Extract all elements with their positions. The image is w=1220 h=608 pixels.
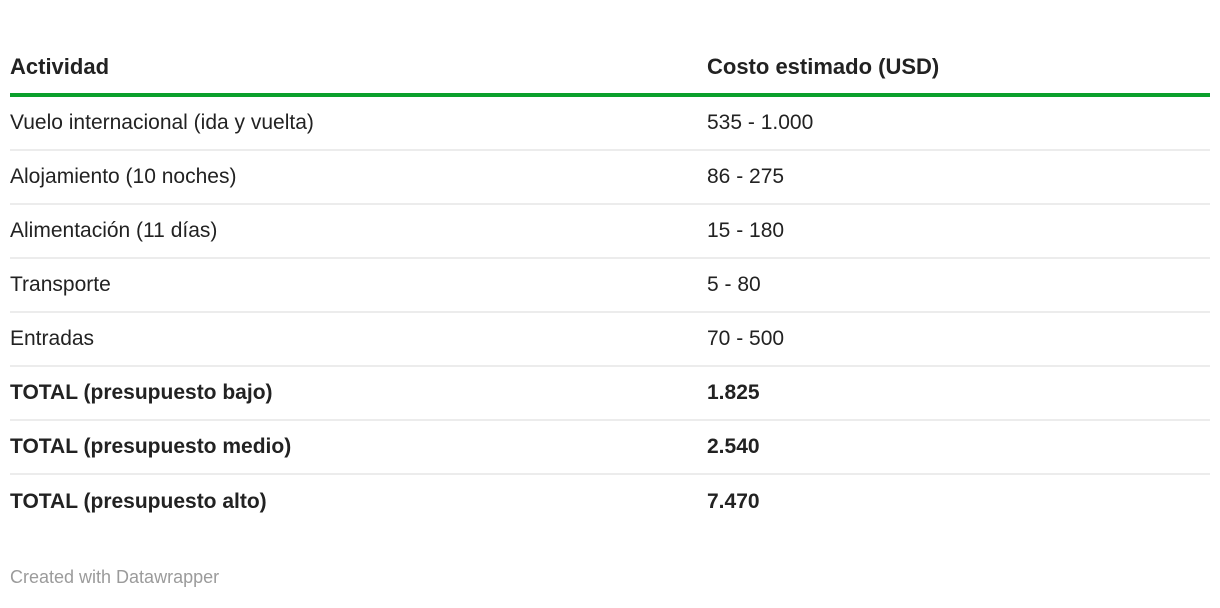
table-row-total-medio: TOTAL (presupuesto medio) 2.540	[10, 421, 1210, 475]
row-value: 5 - 80	[707, 273, 761, 296]
table-row: Transporte 5 - 80	[10, 259, 1210, 313]
table-row: Alojamiento (10 noches) 86 - 275	[10, 151, 1210, 205]
row-label: Vuelo internacional (ida y vuelta)	[10, 111, 314, 134]
table-row: Vuelo internacional (ida y vuelta) 535 -…	[10, 97, 1210, 151]
row-label: TOTAL (presupuesto alto)	[10, 490, 267, 513]
table-row-total-bajo: TOTAL (presupuesto bajo) 1.825	[10, 367, 1210, 421]
column-header-actividad: Actividad	[10, 53, 110, 79]
row-label: Alojamiento (10 noches)	[10, 165, 237, 188]
row-value: 535 - 1.000	[707, 111, 814, 134]
row-value: 7.470	[707, 490, 760, 513]
column-header-costo: Costo estimado (USD)	[707, 53, 940, 79]
row-label: Transporte	[10, 273, 111, 296]
row-label: TOTAL (presupuesto medio)	[10, 435, 292, 458]
row-value: 86 - 275	[707, 165, 785, 188]
datawrapper-attribution-link[interactable]: Created with Datawrapper	[10, 567, 220, 587]
row-label: TOTAL (presupuesto bajo)	[10, 381, 273, 404]
row-value: 1.825	[707, 381, 760, 404]
cost-table: Actividad Costo estimado (USD) Vuelo int…	[10, 40, 1210, 529]
table-row: Alimentación (11 días) 15 - 180	[10, 205, 1210, 259]
row-label: Alimentación (11 días)	[10, 219, 218, 242]
row-label: Entradas	[10, 327, 95, 350]
table-header-row: Actividad Costo estimado (USD)	[10, 40, 1210, 97]
table-row-total-alto: TOTAL (presupuesto alto) 7.470	[10, 475, 1210, 529]
row-value: 70 - 500	[707, 327, 785, 350]
row-value: 2.540	[707, 435, 760, 458]
row-value: 15 - 180	[707, 219, 785, 242]
table-row: Entradas 70 - 500	[10, 313, 1210, 367]
footer: Created with Datawrapper	[10, 567, 1210, 588]
